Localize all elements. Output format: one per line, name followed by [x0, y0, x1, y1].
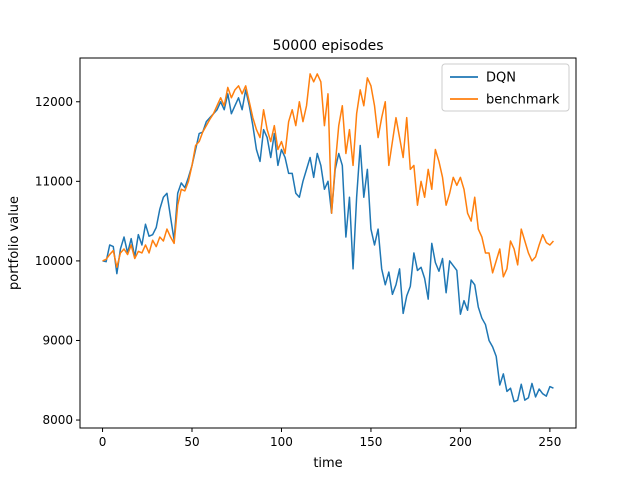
- legend-label-dqn: DQN: [486, 71, 516, 86]
- y-axis-label: portfolio value: [7, 196, 22, 290]
- y-tick-label: 9000: [42, 333, 73, 347]
- legend-label-benchmark: benchmark: [486, 93, 560, 108]
- x-tick-label: 150: [359, 435, 382, 449]
- y-tick-label: 10000: [35, 254, 73, 268]
- x-tick-label: 0: [99, 435, 107, 449]
- x-tick-label: 250: [538, 435, 561, 449]
- x-tick-label: 100: [270, 435, 293, 449]
- y-tick-label: 12000: [35, 95, 73, 109]
- plot-frame: [79, 57, 577, 429]
- series-line-benchmark: [102, 73, 555, 278]
- series-layer: [102, 73, 555, 403]
- y-tick-label: 8000: [42, 413, 73, 427]
- y-tick-label: 11000: [35, 174, 73, 188]
- legend: DQN benchmark: [441, 63, 570, 112]
- x-axis: 0 50 100 150 200 250: [99, 428, 561, 449]
- chart-title: 50000 episodes: [272, 38, 383, 54]
- y-axis: 8000 9000 10000 11000 12000: [35, 95, 80, 427]
- series-line-dqn: [102, 89, 554, 403]
- x-tick-label: 200: [449, 435, 472, 449]
- x-tick-label: 50: [184, 435, 199, 449]
- x-axis-label: time: [313, 456, 342, 471]
